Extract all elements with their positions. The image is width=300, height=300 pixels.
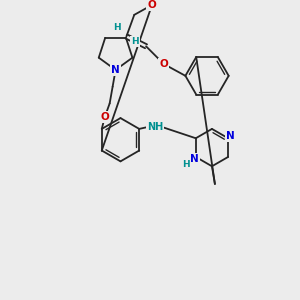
Text: NH: NH <box>147 122 163 132</box>
Text: N: N <box>190 154 199 164</box>
Text: O: O <box>100 112 109 122</box>
Text: N: N <box>111 65 120 75</box>
Text: H: H <box>182 160 190 169</box>
Text: H: H <box>131 37 139 46</box>
Text: O: O <box>159 59 168 69</box>
Text: O: O <box>148 0 156 10</box>
Text: N: N <box>226 131 235 141</box>
Text: H: H <box>113 23 120 32</box>
